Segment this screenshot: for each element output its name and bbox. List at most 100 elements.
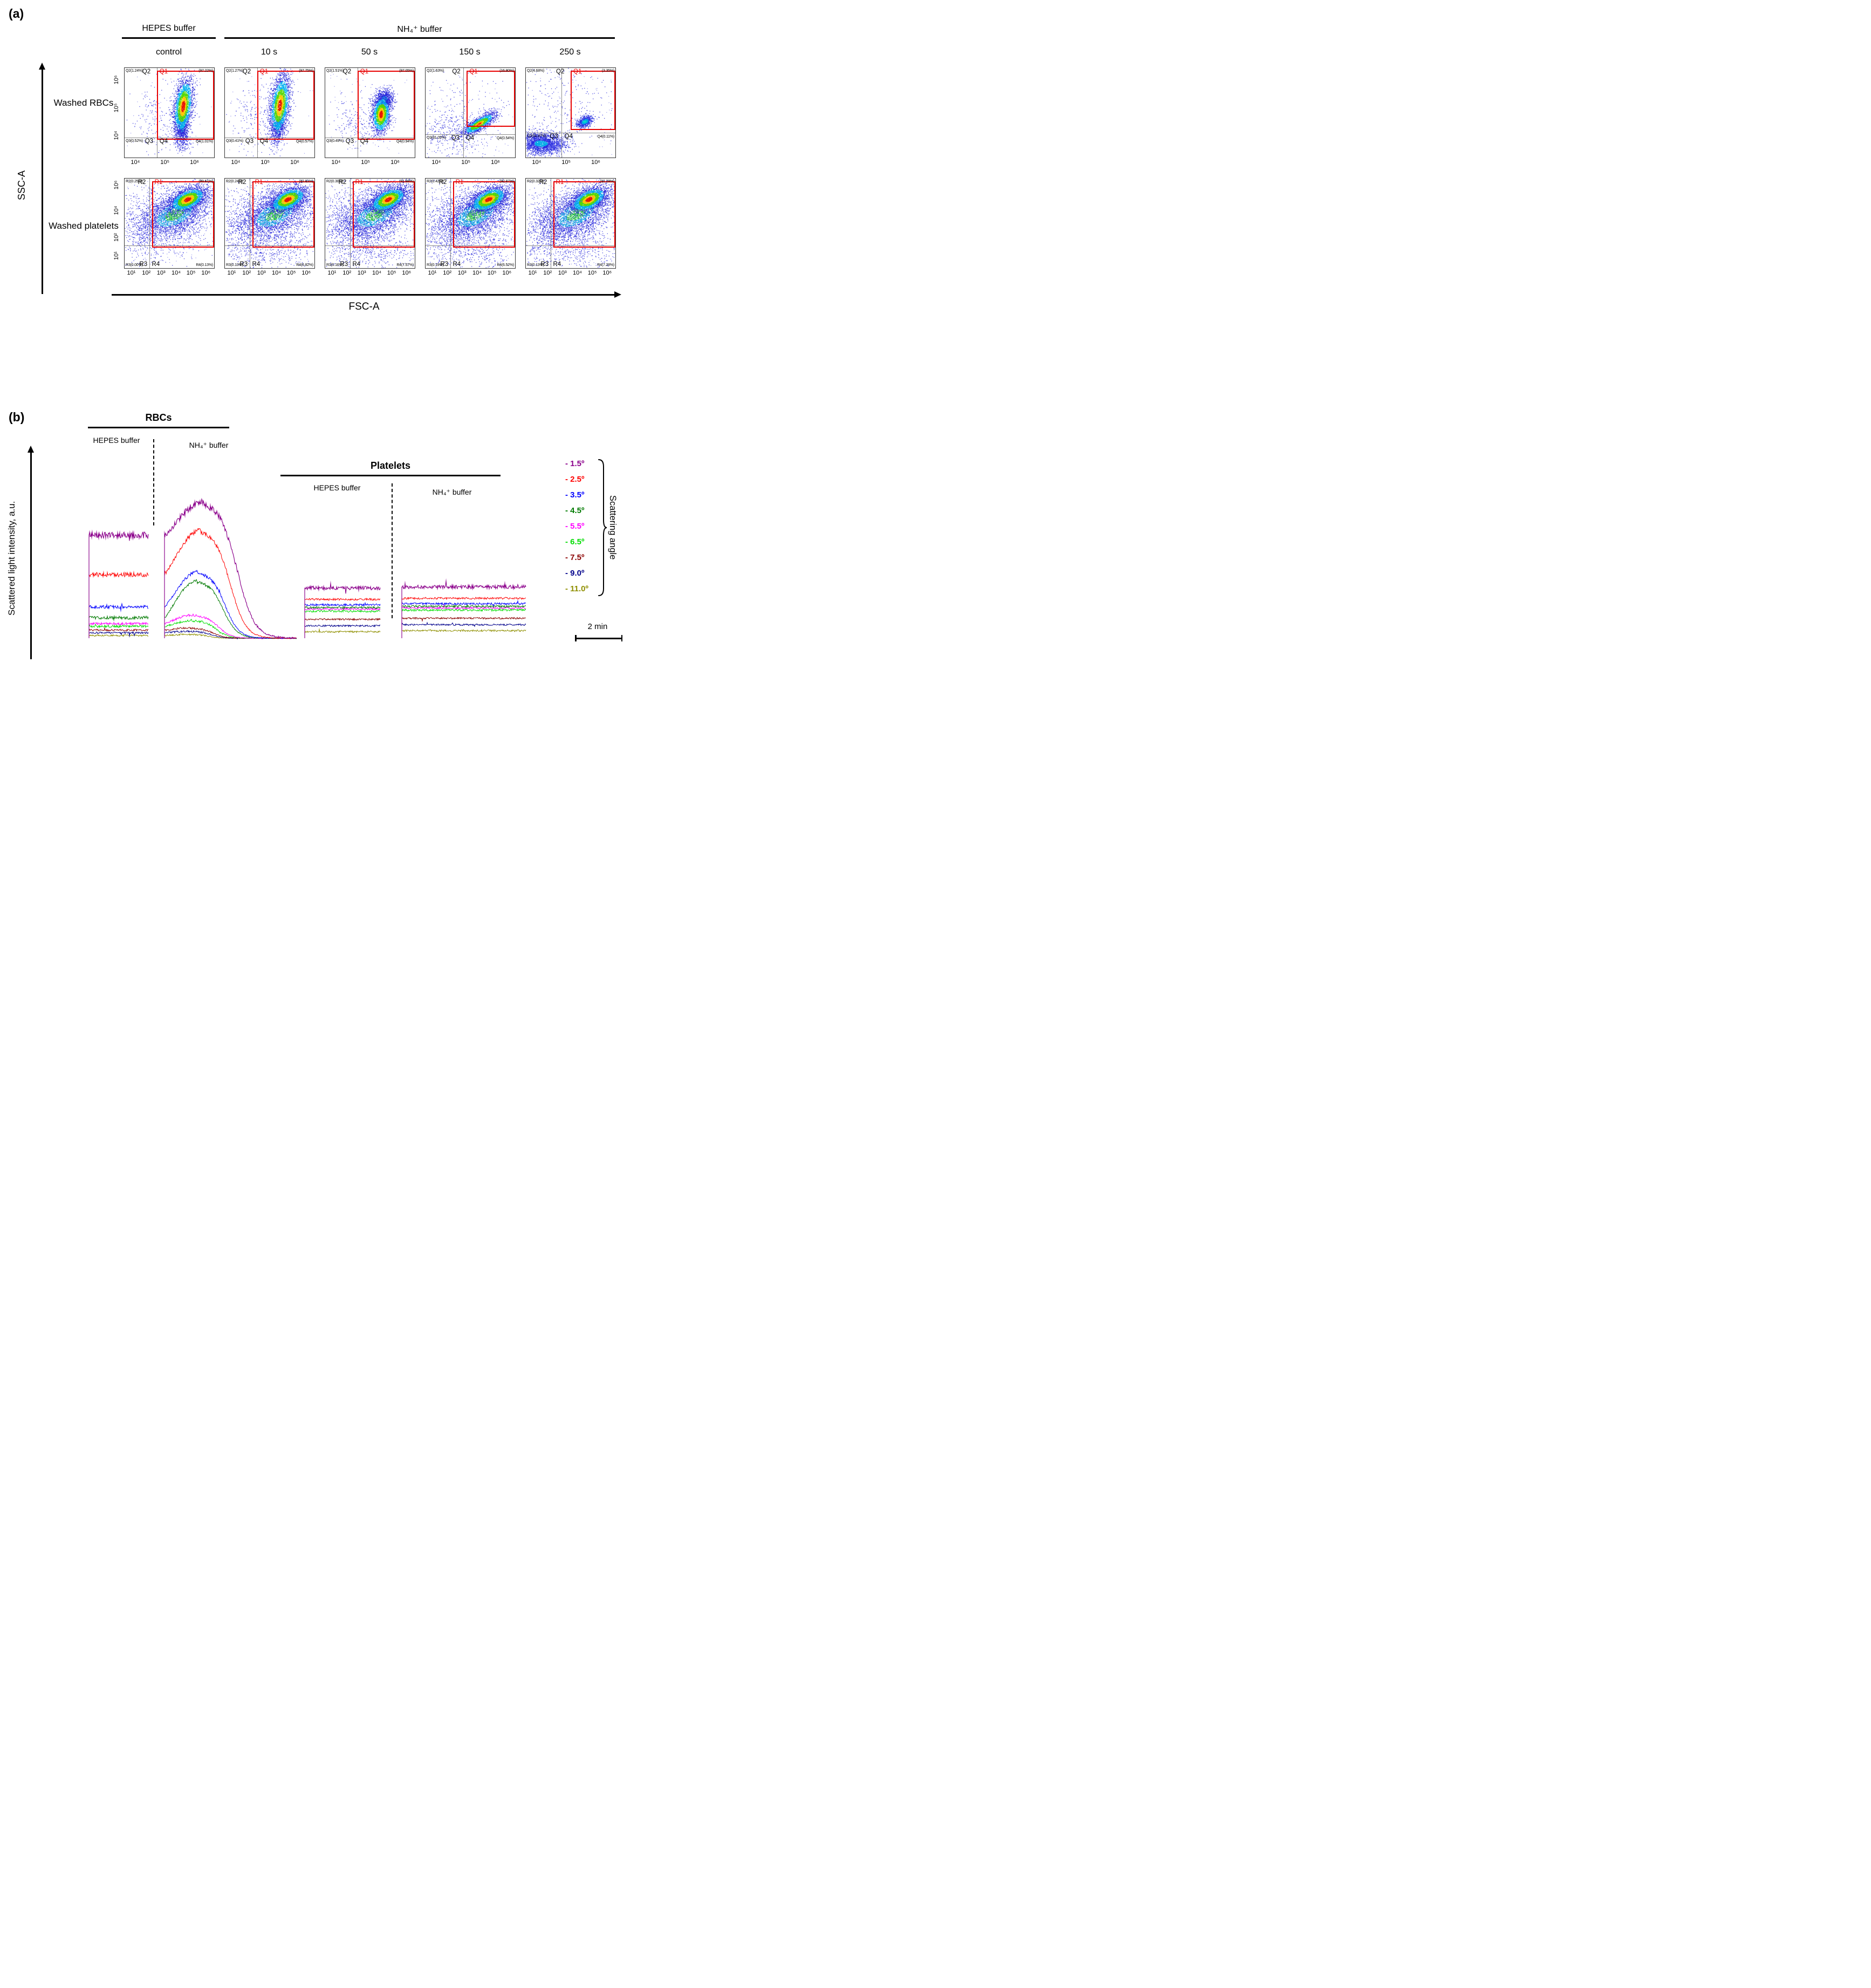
intensity-axis-line [30,452,32,659]
x-tick-label: 10¹ [227,270,236,276]
platelet-scatter-canvas-3 [426,179,515,268]
r1-percent-label: (92.81%) [299,180,313,183]
r4-percent-label: R4(6.82%) [296,263,313,267]
r4-label: R4 [152,261,160,268]
r2-label: R2 [338,179,347,186]
q1-percent-label: (97.05%) [399,69,414,73]
platelet-scatter-canvas-0 [125,179,214,268]
quadrant-hline [325,245,415,246]
x-tick-label: 10⁵ [587,270,597,276]
r4-label: R4 [352,261,361,268]
x-tick-label: 10⁶ [591,159,600,166]
x-tick-label: 10⁶ [602,270,612,276]
rbc-scatter-canvas-1 [225,68,314,158]
q3-percent-label: Q3(0.52%) [126,139,143,144]
column-label-10s: 10 s [261,47,278,57]
x-tick-label: 10¹ [327,270,337,276]
ssc-a-axis-label: SSC-A [16,170,27,200]
r3-label: R3 [340,261,348,268]
ssc-axis-line [42,69,43,294]
x-tick-label: 10² [543,270,552,276]
legend-entry-9.0: - 9.0º [565,569,585,578]
r1-label: R1 [556,179,564,186]
rbc-scatter-plot-3: Q2(1.63%) Q2 Q1 (16.80%) Q3(81.03%) Q3 Q4 Q4(0.… [425,67,516,166]
r2-label: R2 [438,179,447,186]
q1-gate-rect [156,70,214,140]
r2-percent-label: R2(0.24%) [226,180,243,183]
column-label-150s: 150 s [459,47,481,57]
r4-percent-label: R4(0.13%) [196,263,213,267]
x-tick-label: 10⁴ [171,270,181,276]
legend-entry-1.5: - 1.5º [565,459,585,468]
scale-bar-line [575,638,622,639]
q2-percent-label: Q2(1.63%) [427,69,444,73]
q1-gate-rect [467,70,515,127]
r1-percent-label: (91.98%) [399,180,414,183]
r1-gate-rect [453,181,515,248]
r3-label: R3 [440,261,449,268]
x-tick-label: 10⁵ [461,159,471,166]
x-tick-label: 10³ [257,270,266,276]
q3-percent-label: Q3(81.03%) [427,135,446,140]
q1-label: Q1 [159,69,168,75]
quadrant-hline [125,245,214,246]
legend-entry-6.5: - 6.5º [565,537,585,546]
q3-percent-label: Q3(0.49%) [326,139,344,144]
nh4-buffer-header: NH₄⁺ buffer [397,25,442,34]
legend-entry-4.5: - 4.5º [565,506,585,515]
x-tick-label: 10⁴ [372,270,381,276]
row-label-washed-platelets: Washed platelets [49,221,119,231]
r4-percent-label: R4(7.57%) [396,263,414,267]
x-tick-label: 10³ [558,270,567,276]
r2-percent-label: R2(0.30%) [326,180,344,183]
legend-brace-icon [598,459,607,596]
y-tick-label: 10⁶ [113,75,120,85]
r4-percent-label: R4(7.28%) [597,263,614,267]
r1-label: R1 [154,179,163,186]
quadrant-vline [350,179,351,268]
q4-label: Q4 [360,138,369,145]
platelet-scatter-plot-1: R2(0.24%) R2 R1 (92.81%) R3(0.13%) R3 R4 R4(6.8… [224,178,315,276]
hepes-buffer-header: HEPES buffer [142,24,196,33]
q3-label: Q3 [345,138,354,145]
x-tick-label: 10¹ [428,270,437,276]
q4-label: Q4 [564,133,573,140]
figure: (a) HEPES buffer NH₄⁺ buffer control 10 … [0,0,623,662]
x-tick-label: 10⁵ [387,270,396,276]
q4-percent-label: Q4(0.57%) [296,140,313,144]
r4-label: R4 [553,261,561,268]
r3-percent-label: R3(0.16%) [326,263,344,267]
platelet-scatter-plot-3: R2(0.42%) R2 R1 (92.87%) R3(0.19%) R3 R4 R4(6.5… [425,178,516,276]
q1-gate-rect [571,70,615,131]
q1-percent-label: (16.80%) [499,69,514,73]
scattered-intensity-axis-label: Scattered light intensity, a.u. [6,501,17,616]
column-label-control: control [155,47,182,57]
q2-label: Q2 [342,69,352,75]
r1-label: R1 [455,179,464,186]
quadrant-hline [225,245,314,246]
legend-entry-3.5: - 3.5º [565,490,585,500]
r4-label: R4 [252,261,261,268]
rbc-scatter-plot-2: Q2(1.51%) Q2 Q1 (97.05%) Q3(0.49%) Q3 Q4 Q4(0.9… [325,67,415,166]
platelet-scatter-canvas-2 [325,179,415,268]
x-tick-label: 10³ [357,270,366,276]
r2-label: R2 [138,179,146,186]
q3-percent-label: Q3(0.41%) [226,139,244,144]
scale-bar-label: 2 min [587,622,608,631]
x-tick-label: 10⁴ [131,159,140,166]
x-tick-label: 10⁶ [402,270,412,276]
x-tick-label: 10⁴ [231,159,241,166]
q1-gate-rect [357,70,415,140]
kinetic-traces-canvas [65,438,561,660]
q1-percent-label: (97.22%) [198,69,213,73]
x-tick-label: 10⁵ [186,270,196,276]
q4-percent-label: Q4(0.94%) [396,140,414,144]
quadrant-hline [426,245,515,246]
scale-bar-right-cap [621,635,622,641]
y-tick-label: 10⁶ [113,180,120,190]
fsc-axis-arrowhead-icon [614,291,621,298]
x-tick-label: 10¹ [127,270,136,276]
r4-label: R4 [453,261,461,268]
x-tick-label: 10³ [457,270,467,276]
r2-label: R2 [539,179,547,186]
